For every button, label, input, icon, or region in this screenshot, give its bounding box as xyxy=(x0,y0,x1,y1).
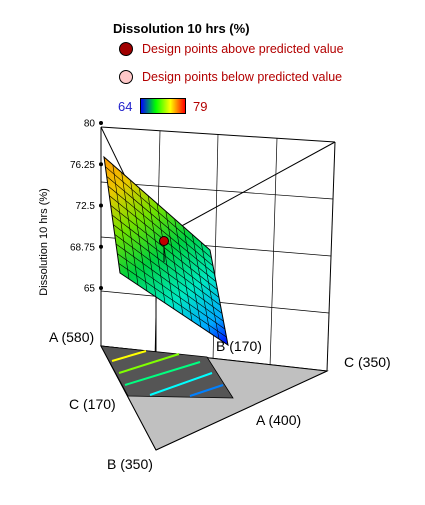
vertex-label-b-high: B (170) xyxy=(216,338,262,354)
z-tick-mark xyxy=(99,162,103,167)
response-surface xyxy=(103,155,229,347)
color-scale-max: 79 xyxy=(193,99,208,114)
base-triangle xyxy=(100,345,329,451)
legend-entry-above: Design points above predicted value xyxy=(119,42,344,56)
z-tick-mark xyxy=(99,203,103,208)
z-tick-label: 76.25 xyxy=(70,160,95,171)
design-point xyxy=(159,236,169,262)
vertex-label-a-high: A (580) xyxy=(49,329,94,345)
color-scale-min: 64 xyxy=(118,99,133,114)
legend-title: Dissolution 10 hrs (%) xyxy=(113,21,250,36)
design-point-below-icon xyxy=(119,70,133,84)
z-axis-label: Dissolution 10 hrs (%) xyxy=(38,188,50,296)
design-point-above-icon xyxy=(119,42,133,56)
surface-mesh-line xyxy=(200,242,220,340)
z-tick-mark xyxy=(99,286,103,290)
vertex-label-c-high: C (350) xyxy=(344,354,391,370)
z-tick-label: 68.75 xyxy=(70,242,95,253)
vertex-label-c-low: C (170) xyxy=(69,396,116,412)
surface-mesh-line xyxy=(118,263,227,338)
z-axis: 65 68.75 72.5 76.25 80 xyxy=(70,119,103,295)
z-tick-label: 72.5 xyxy=(76,201,96,212)
z-tick-mark xyxy=(99,121,103,125)
color-scale-bar xyxy=(140,98,186,114)
legend-label-below: Design points below predicted value xyxy=(142,70,343,84)
legend-entry-below: Design points below predicted value xyxy=(119,70,342,84)
vertex-label-b-low: B (350) xyxy=(107,456,153,472)
vertex-label-a-low: A (400) xyxy=(256,412,301,428)
z-tick-mark xyxy=(99,244,103,249)
legend-label-above: Design points above predicted value xyxy=(142,42,344,56)
z-tick-label: 80 xyxy=(84,119,96,130)
z-tick-label: 65 xyxy=(84,284,96,295)
surface-mesh-line xyxy=(117,253,226,330)
